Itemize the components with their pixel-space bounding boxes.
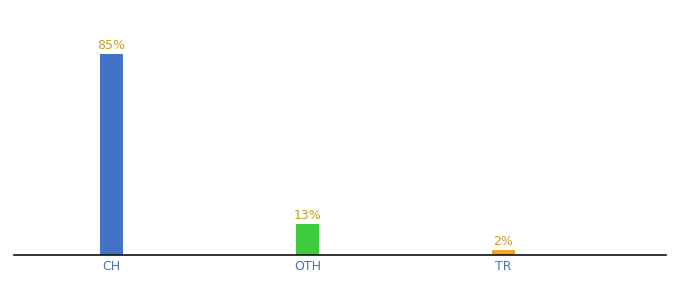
Text: 2%: 2%: [493, 236, 513, 248]
Bar: [296, 224, 319, 255]
Text: 13%: 13%: [294, 209, 321, 222]
Bar: [492, 250, 515, 255]
Bar: [100, 54, 123, 255]
Text: 85%: 85%: [97, 39, 126, 52]
